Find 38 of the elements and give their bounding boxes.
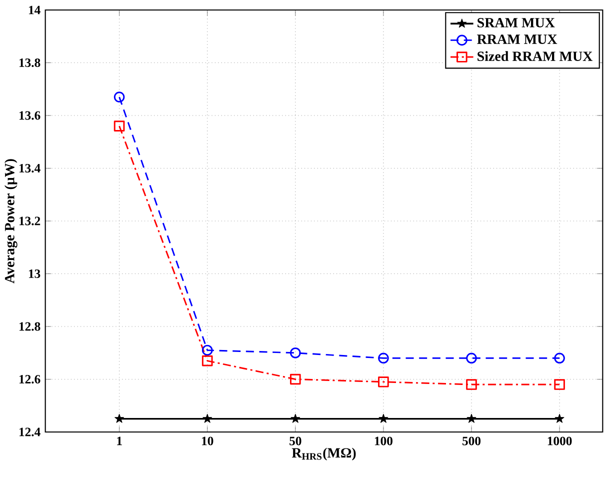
x-tick-label: 1000: [548, 436, 572, 446]
point: [554, 379, 565, 390]
x-tick-label: 100: [374, 436, 392, 446]
point: [466, 414, 476, 423]
y-tick-label: 13.8: [19, 58, 40, 68]
point: [202, 414, 212, 423]
point: [290, 374, 301, 385]
y-axis-title: Average Power (μW): [4, 159, 18, 284]
point: [378, 352, 389, 364]
y-tick-label: 12.6: [19, 374, 40, 384]
y-tick-label: 14: [28, 6, 40, 14]
point: [466, 379, 477, 390]
point: [202, 344, 213, 356]
point: [114, 414, 124, 423]
x-tick-label: 50: [290, 436, 302, 446]
legend-label: Sized RRAM MUX: [478, 51, 593, 62]
y-tick-label: 12.8: [19, 322, 40, 331]
point: [202, 355, 213, 366]
x-tick-label: 10: [202, 436, 214, 446]
legend-label: RRAM MUX: [477, 34, 558, 44]
point: [554, 352, 565, 364]
y-tick-label: 13.6: [19, 111, 40, 120]
y-tick-label: 12.4: [19, 428, 40, 436]
x-tick-label: 1: [117, 436, 122, 446]
point: [290, 347, 301, 358]
point: [114, 92, 125, 102]
point: [378, 414, 388, 423]
point: [378, 376, 389, 388]
x-axis-title: R$_{HRS}$(MΩ): [292, 448, 356, 460]
y-tick-label: 13: [28, 269, 40, 278]
point: [554, 414, 564, 423]
y-tick-label: 13.2: [19, 216, 40, 226]
legend-label: SRAM MUX: [478, 18, 555, 28]
point: [466, 352, 477, 364]
point: [114, 120, 125, 132]
y-tick-label: 13.4: [19, 164, 40, 173]
x-tick-label: 500: [462, 436, 481, 446]
point: [290, 414, 300, 423]
